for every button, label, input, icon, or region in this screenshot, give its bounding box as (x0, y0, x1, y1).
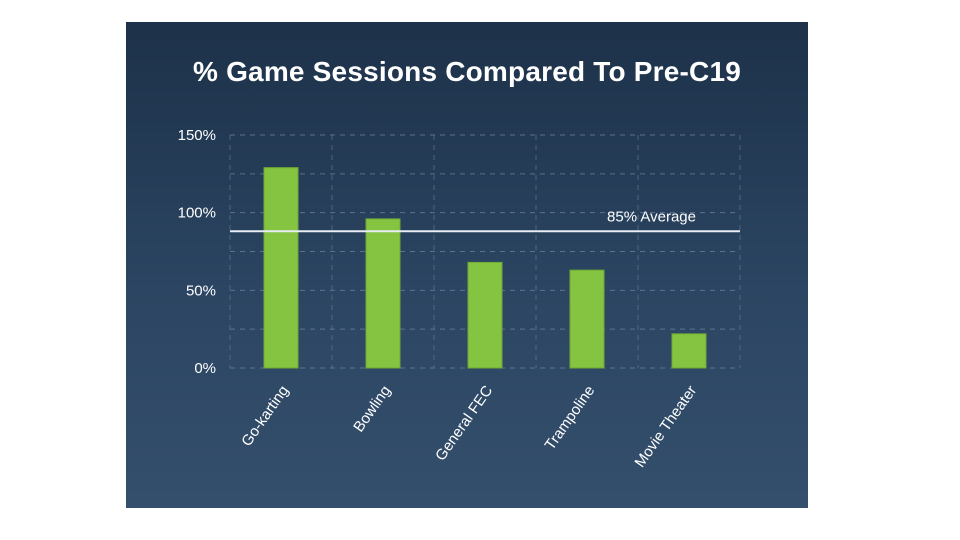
y-tick-label: 100% (178, 205, 216, 222)
chart-title: % Game Sessions Compared To Pre-C19 (193, 56, 741, 87)
y-tick-label: 150% (178, 127, 216, 144)
x-category-label: Go-karting (238, 383, 292, 450)
x-category-label: Trampoline (542, 383, 599, 454)
x-category-label: Movie Theater (632, 383, 701, 471)
bar (263, 167, 299, 369)
y-tick-label: 0% (194, 360, 216, 377)
x-category-label: General FEC (432, 382, 496, 464)
y-tick-label: 50% (186, 282, 216, 299)
bar (569, 269, 605, 369)
bar-chart: 0% 50% 100% 150% Go-karting Bowling General FE… (178, 127, 741, 471)
chart-panel: % Game Sessions Compared To Pre-C19 0% 50… (126, 22, 808, 508)
bar (365, 218, 401, 369)
x-category-label: Bowling (350, 383, 394, 436)
bar (467, 261, 503, 369)
average-label: 85% Average (607, 208, 696, 225)
bar (671, 333, 707, 369)
